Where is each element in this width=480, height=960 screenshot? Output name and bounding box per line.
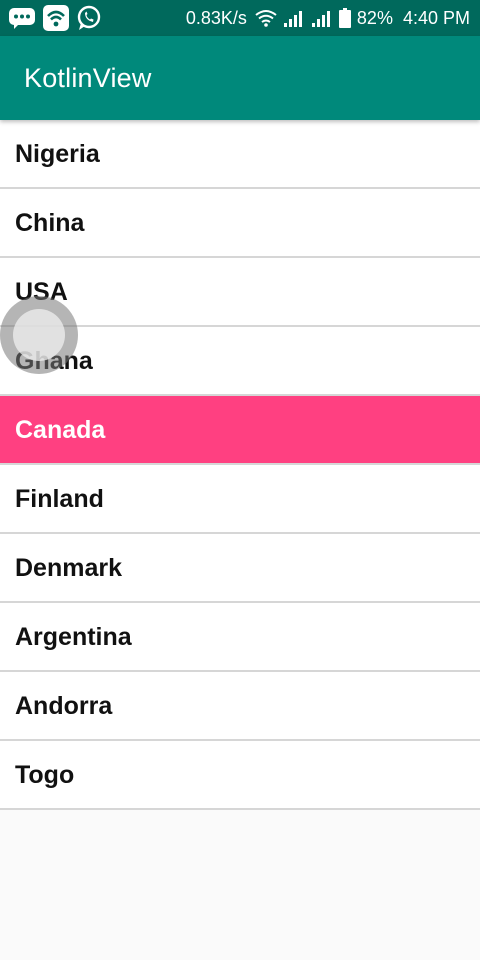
app-title: KotlinView (24, 62, 152, 93)
list-item-togo[interactable]: Togo (0, 741, 480, 810)
list-item-argentina[interactable]: Argentina (0, 603, 480, 672)
battery-icon (338, 8, 351, 28)
list-item-china[interactable]: China (0, 189, 480, 258)
list-item-andorra[interactable]: Andorra (0, 672, 480, 741)
status-bar: 0.83K/s (0, 0, 480, 36)
list-item-label: Denmark (15, 554, 122, 582)
list-item-label: Finland (15, 485, 104, 513)
list-item-label: Nigeria (15, 140, 100, 168)
chat-bubble-icon (8, 7, 36, 29)
list-item-usa[interactable]: USA (0, 258, 480, 327)
list-item-label: Canada (15, 416, 106, 444)
list-item-finland[interactable]: Finland (0, 465, 480, 534)
clock: 4:40 PM (402, 7, 470, 28)
list-item-label: Togo (15, 761, 75, 789)
list-item-denmark[interactable]: Denmark (0, 534, 480, 603)
wifi-signal-icon (255, 9, 277, 27)
notification-icons (8, 5, 102, 31)
app-bar: KotlinView (0, 36, 480, 120)
touch-indicator (0, 296, 78, 374)
cell-signal-2-icon (311, 9, 333, 27)
cell-signal-1-icon (283, 9, 305, 27)
battery-percent: 82% (356, 7, 393, 28)
list-item-label: China (15, 209, 85, 237)
list-item-label: Andorra (15, 692, 113, 720)
list-item-nigeria[interactable]: Nigeria (0, 120, 480, 189)
wifi-app-icon (43, 5, 69, 31)
list-item-label: Argentina (15, 623, 132, 651)
country-list[interactable]: Nigeria China USA Ghana Canada Finland D… (0, 120, 480, 810)
list-item-canada[interactable]: Canada (0, 396, 480, 465)
whatsapp-icon (76, 5, 102, 31)
network-speed: 0.83K/s (185, 7, 247, 28)
list-item-ghana[interactable]: Ghana (0, 327, 480, 396)
touch-indicator-center (13, 309, 65, 361)
system-status: 0.83K/s (186, 8, 470, 29)
